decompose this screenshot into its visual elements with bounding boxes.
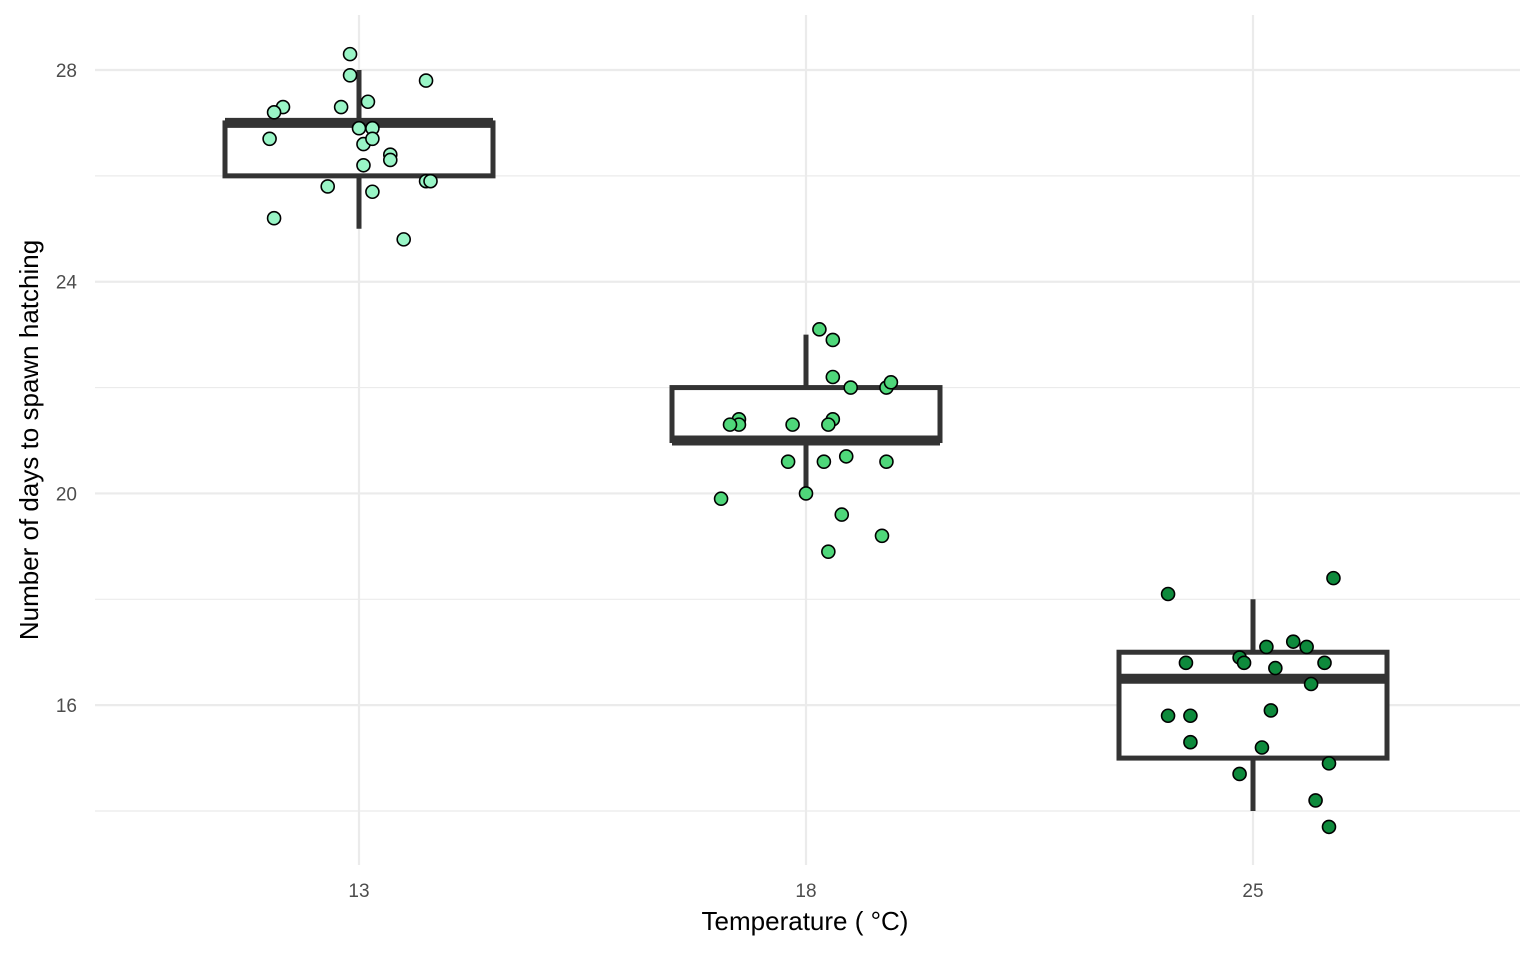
data-point [798,486,814,501]
y-tick-label: 28 [56,61,77,82]
x-tick-label: 18 [795,881,816,902]
y-tick-label: 24 [56,273,78,294]
points-18 [713,322,899,559]
data-point [1303,676,1319,692]
x-tick-label: 13 [348,881,369,902]
data-point [1326,570,1341,586]
data-point [816,454,832,469]
y-axis-title: Number of days to spawn hatching [14,240,44,640]
data-point [382,152,398,168]
data-point [843,380,859,395]
boxplot-18 [669,334,943,494]
data-point [1321,756,1337,771]
y-tick-label: 16 [56,696,77,717]
data-point [360,94,376,110]
data-point [874,528,890,544]
data-point [356,157,371,173]
data-point [1178,655,1194,671]
data-point [785,417,800,432]
data-point [834,507,850,522]
box-iqr [669,385,943,444]
y-axis-ticks: 16 20 24 28 [56,61,78,717]
data-point [821,417,836,432]
data-point [1285,634,1301,649]
data-point [1160,708,1176,724]
data-point [266,105,282,120]
data-point [423,173,438,189]
data-point [351,120,367,136]
data-point [1299,639,1314,655]
data-point [1317,655,1332,671]
data-point [780,454,796,469]
data-point [320,179,336,194]
data-point [1236,655,1252,671]
y-tick-label: 20 [56,484,77,505]
data-point [883,374,899,390]
x-axis-title: Temperature ( °C) [702,906,909,936]
data-point [713,491,729,507]
data-point [365,131,380,147]
data-point [722,417,738,432]
jitter-points [262,46,1341,835]
data-point [1160,586,1176,602]
x-axis-ticks: 13 18 25 [348,881,1263,902]
data-point [266,210,282,226]
data-point [1183,734,1198,750]
data-point [1259,639,1274,655]
data-point [1321,819,1337,835]
data-point [825,369,841,385]
data-point [1308,793,1323,808]
data-point [1232,766,1247,782]
data-point [1183,708,1198,724]
data-point [342,46,358,62]
points-13 [262,46,438,247]
data-point [821,544,836,559]
box-iqr [1116,649,1390,761]
boxplots [222,70,1390,812]
boxplot-25 [1116,599,1390,812]
data-point [1254,740,1270,755]
data-point [825,332,841,348]
data-point [812,322,827,337]
data-point [1268,660,1283,676]
data-point [879,454,894,469]
data-point [396,232,412,247]
data-point [262,131,277,147]
data-point [333,99,349,115]
points-25 [1160,570,1341,835]
data-point [838,449,854,464]
x-tick-label: 25 [1242,881,1263,902]
data-point [418,73,434,88]
data-point [342,67,358,83]
data-point [1263,703,1279,718]
data-point [365,184,380,200]
